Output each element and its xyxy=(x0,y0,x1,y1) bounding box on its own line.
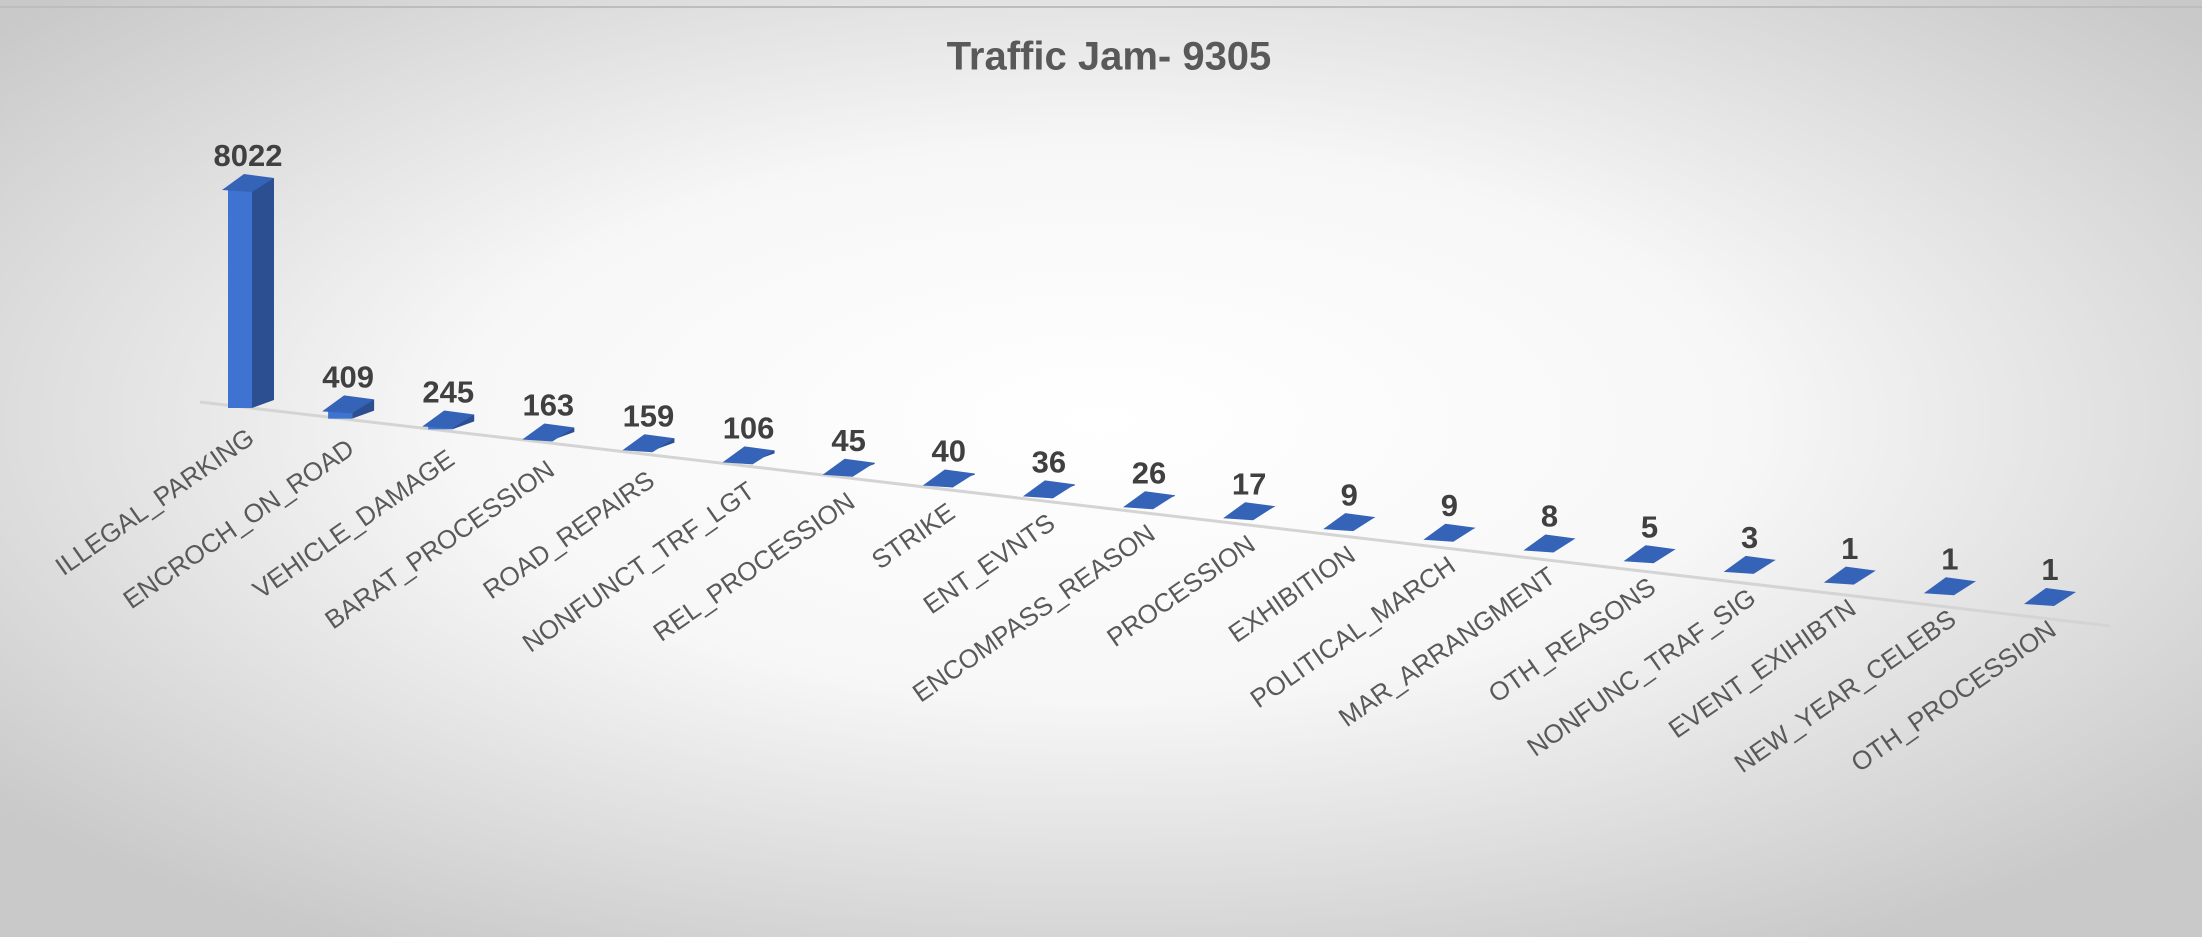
bar-top xyxy=(1623,545,1676,564)
data-label: 3 xyxy=(1741,520,1758,555)
data-label: 8022 xyxy=(214,138,283,173)
floor-line xyxy=(199,400,2111,628)
bar-top xyxy=(1523,534,1576,553)
bar-top xyxy=(1923,577,1976,596)
data-label: 45 xyxy=(831,423,865,458)
bar-top xyxy=(1423,523,1476,542)
data-label: 17 xyxy=(1232,466,1266,501)
bar-top xyxy=(1323,513,1376,532)
data-label: 1 xyxy=(2041,552,2058,587)
bar-top xyxy=(622,434,675,453)
data-label: 8 xyxy=(1541,499,1558,534)
bar-top xyxy=(322,395,375,414)
data-label: 159 xyxy=(623,398,675,433)
bar-top xyxy=(2024,587,2076,606)
data-label: 409 xyxy=(322,360,374,395)
data-label: 36 xyxy=(1032,445,1066,480)
data-label: 163 xyxy=(522,388,574,423)
data-label: 1 xyxy=(1941,541,1958,576)
bar-top xyxy=(1823,566,1876,585)
bar-top xyxy=(522,423,575,442)
bar-top xyxy=(822,458,875,477)
bar-top xyxy=(222,174,274,192)
data-label: 9 xyxy=(1341,477,1358,512)
bar xyxy=(228,186,252,408)
bar-top xyxy=(1123,491,1175,510)
data-label: 40 xyxy=(932,434,966,469)
bar-top xyxy=(722,446,775,465)
bar xyxy=(328,407,353,419)
bar-top xyxy=(1022,480,1075,499)
chart-title: Traffic Jam- 9305 xyxy=(947,35,1272,79)
data-label: 245 xyxy=(422,375,474,410)
data-label: 1 xyxy=(1841,531,1858,566)
bar-top xyxy=(1223,502,1276,521)
bar-side xyxy=(352,399,375,419)
bar-top xyxy=(1723,555,1776,574)
bar-side xyxy=(452,414,475,430)
data-label: 9 xyxy=(1441,488,1458,523)
data-label: 26 xyxy=(1132,455,1166,490)
bar-top xyxy=(922,469,975,488)
data-label: 106 xyxy=(723,411,775,446)
bar-top xyxy=(422,410,475,429)
data-label: 5 xyxy=(1641,509,1658,544)
bar-side xyxy=(252,178,274,408)
